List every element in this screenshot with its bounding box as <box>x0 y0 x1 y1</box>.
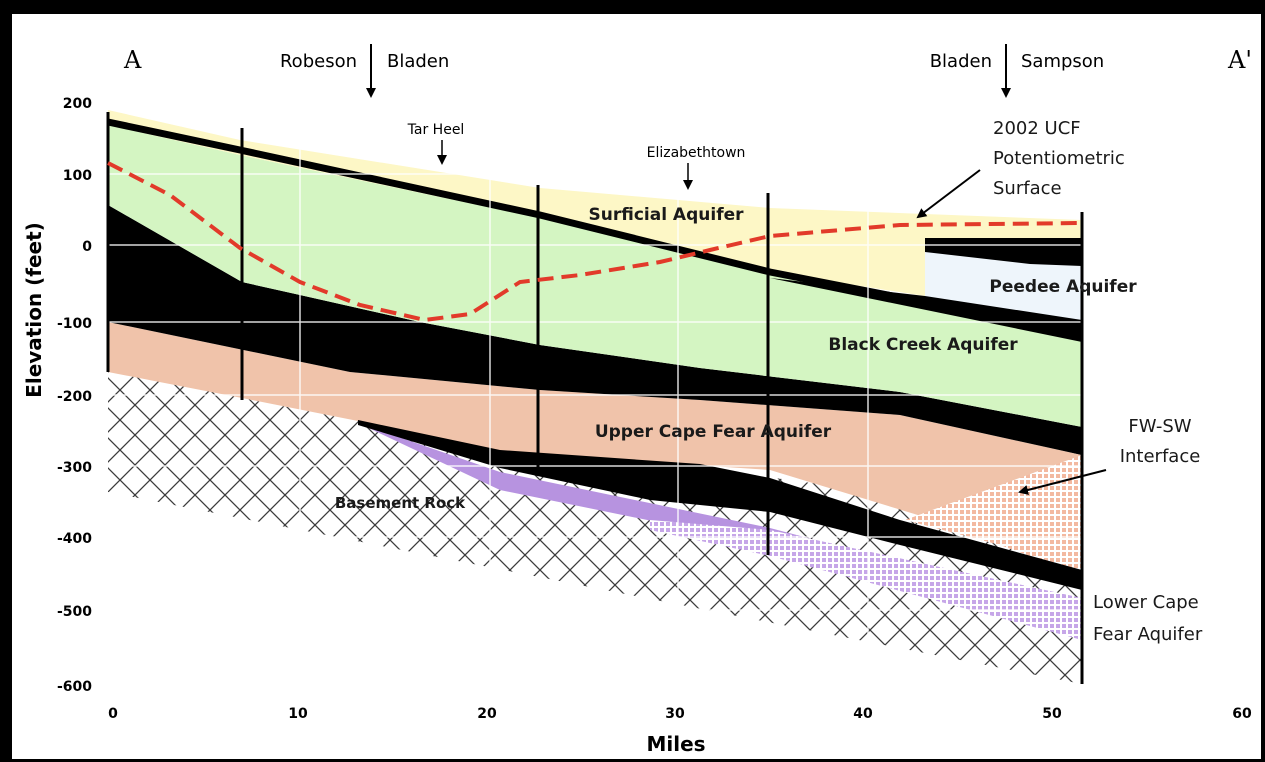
county-bladen-left: Bladen <box>387 51 449 72</box>
y-tick: 0 <box>82 239 92 255</box>
label-surficial-aquifer: Surficial Aquifer <box>588 205 744 225</box>
x-tick: 10 <box>288 706 308 722</box>
well-lines <box>106 112 1084 684</box>
x-tick: 0 <box>108 706 118 722</box>
y-tick: -600 <box>57 679 92 695</box>
label-upper-cape-fear-aquifer: Upper Cape Fear Aquifer <box>595 422 832 442</box>
town-elizabethtown: Elizabethtown <box>647 145 746 161</box>
callout-line: Fear Aquifer <box>1093 624 1203 645</box>
fw-sw-interface-zone <box>905 455 1082 575</box>
callout-line: Interface <box>1120 446 1201 467</box>
callout-line: FW-SW <box>1128 416 1191 437</box>
x-tick: 50 <box>1042 706 1062 722</box>
black-creek-aquifer <box>108 125 1082 427</box>
town-tar-heel: Tar Heel <box>407 122 465 138</box>
potentiometric-pointer <box>916 169 981 219</box>
section-start-label: A <box>123 46 142 74</box>
grid <box>108 101 1082 684</box>
section-end-label: A' <box>1227 46 1252 74</box>
potentiometric-surface-line <box>107 161 1083 323</box>
x-tick: 30 <box>665 706 685 722</box>
y-tick-labels: 200 100 0 -100 -200 -300 -400 -500 -600 <box>57 96 92 695</box>
county-sampson: Sampson <box>1021 51 1104 72</box>
callout-lower-cape-fear: Lower Cape Fear Aquifer <box>1093 592 1203 645</box>
callout-line: Lower Cape <box>1093 592 1199 613</box>
y-tick: -400 <box>57 531 92 547</box>
x-tick: 20 <box>477 706 497 722</box>
upper-cape-fear-aquifer <box>108 322 1082 565</box>
x-tick: 60 <box>1232 706 1252 722</box>
y-tick: 200 <box>63 96 92 112</box>
x-axis-title: Miles <box>646 732 705 756</box>
label-black-creek-aquifer: Black Creek Aquifer <box>828 335 1018 355</box>
y-tick: -300 <box>57 460 92 476</box>
y-tick: -500 <box>57 604 92 620</box>
callout-potentiometric: 2002 UCF Potentiometric Surface <box>993 118 1125 199</box>
y-tick: -100 <box>57 316 92 332</box>
upper-confining-wedge <box>108 205 1082 455</box>
y-tick: 100 <box>63 168 92 184</box>
surficial-aquifer <box>108 110 1082 296</box>
basement-rock <box>108 368 1082 684</box>
land-surface <box>107 118 1083 337</box>
y-axis-title: Elevation (feet) <box>22 222 46 398</box>
label-peedee-aquifer: Peedee Aquifer <box>989 277 1137 297</box>
county-robeson: Robeson <box>280 51 357 72</box>
x-tick: 40 <box>853 706 873 722</box>
peedee-base-confining <box>770 278 1082 342</box>
county-bladen-right: Bladen <box>930 51 992 72</box>
interface-pointer <box>1018 469 1107 495</box>
callout-line: 2002 UCF <box>993 118 1081 139</box>
callout-line: Potentiometric <box>993 148 1125 169</box>
callout-interface: FW-SW Interface <box>1120 416 1201 467</box>
x-tick-labels: 0 10 20 30 40 50 60 <box>108 706 1252 722</box>
label-basement-rock: Basement Rock <box>335 494 466 512</box>
y-tick: -200 <box>57 389 92 405</box>
callout-line: Surface <box>993 178 1062 199</box>
